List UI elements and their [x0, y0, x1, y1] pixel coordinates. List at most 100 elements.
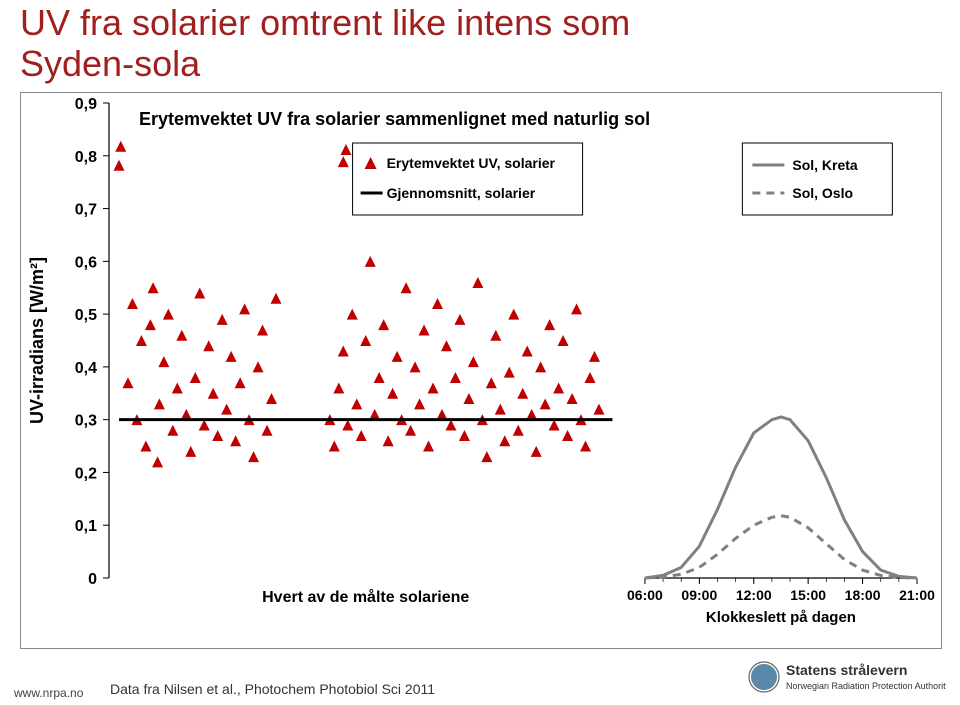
- svg-text:Norwegian Radiation Protection: Norwegian Radiation Protection Authority: [786, 681, 946, 691]
- solarium-point: [428, 383, 439, 394]
- solarium-point: [333, 383, 344, 394]
- solarium-point: [347, 309, 358, 320]
- y-axis-label: UV-irradians [W/m²]: [27, 257, 47, 424]
- solarium-point: [504, 367, 515, 378]
- solarium-point: [387, 388, 398, 399]
- legend-2-box: [742, 143, 892, 215]
- time-tick-label: 12:00: [736, 587, 772, 603]
- title-line-2: Syden-sola: [20, 43, 200, 84]
- solarium-point: [401, 282, 412, 293]
- solarium-point: [154, 398, 165, 409]
- solarium-point: [266, 393, 277, 404]
- solarium-point: [152, 456, 163, 467]
- solarium-point: [203, 340, 214, 351]
- solarium-point: [481, 451, 492, 462]
- solarium-point: [248, 451, 259, 462]
- solarium-point: [351, 398, 362, 409]
- solarium-point: [571, 303, 582, 314]
- legend-kreta-label: Sol, Kreta: [792, 157, 858, 173]
- solarium-point: [392, 351, 403, 362]
- solarium-point: [414, 398, 425, 409]
- solarium-point: [378, 319, 389, 330]
- solarium-point: [158, 356, 169, 367]
- solarium-point: [262, 425, 273, 436]
- solarium-point: [235, 377, 246, 388]
- solarium-point: [176, 330, 187, 341]
- solarium-point: [490, 330, 501, 341]
- solarium-point: [463, 393, 474, 404]
- y-tick-label: 0,8: [75, 149, 97, 166]
- solarium-point: [486, 377, 497, 388]
- solarium-point: [115, 141, 126, 152]
- solarium-point: [257, 324, 268, 335]
- solarium-point: [221, 404, 232, 415]
- solarium-point: [114, 160, 125, 171]
- oslo-curve: [645, 516, 917, 578]
- solarium-point: [517, 388, 528, 399]
- slide-title: UV fra solarier omtrent like intens som …: [20, 2, 630, 85]
- solarium-point: [340, 144, 351, 155]
- solarium-point: [127, 298, 138, 309]
- url-footer: www.nrpa.no: [14, 686, 83, 700]
- solarium-point: [217, 314, 228, 325]
- solarium-point: [593, 404, 604, 415]
- y-tick-label: 0,9: [75, 96, 97, 113]
- solarium-point: [239, 303, 250, 314]
- solarium-point: [253, 361, 264, 372]
- solarium-point: [522, 346, 533, 357]
- chart-frame: Erytemvektet UV fra solarier sammenligne…: [20, 92, 942, 649]
- solarium-point: [468, 356, 479, 367]
- legend-scatter-label: Erytemvektet UV, solarier: [387, 155, 556, 171]
- y-tick-label: 0,5: [75, 307, 97, 324]
- agency-logo: Statens strålevernNorwegian Radiation Pr…: [746, 657, 946, 697]
- solarium-point: [185, 446, 196, 457]
- solarium-point: [553, 383, 564, 394]
- solarium-point: [226, 351, 237, 362]
- solarium-point: [329, 441, 340, 452]
- time-tick-label: 15:00: [790, 587, 826, 603]
- solarium-point: [172, 383, 183, 394]
- time-tick-label: 06:00: [627, 587, 663, 603]
- legend-mean-label: Gjennomsnitt, solarier: [387, 185, 536, 201]
- solarium-point: [459, 430, 470, 441]
- y-tick-label: 0,3: [75, 413, 97, 430]
- solarium-point: [562, 430, 573, 441]
- solarium-point: [271, 293, 282, 304]
- solarium-point: [531, 446, 542, 457]
- solarium-point: [374, 372, 385, 383]
- solarium-point: [589, 351, 600, 362]
- solarium-point: [535, 361, 546, 372]
- time-tick-label: 18:00: [845, 587, 881, 603]
- solarium-point: [230, 435, 241, 446]
- solarium-point: [544, 319, 555, 330]
- solarium-point: [383, 435, 394, 446]
- solarium-point: [472, 277, 483, 288]
- y-tick-label: 0,6: [75, 254, 97, 271]
- solarium-point: [513, 425, 524, 436]
- solarium-point: [423, 441, 434, 452]
- solarium-point: [410, 361, 421, 372]
- solarium-point: [540, 398, 551, 409]
- solarium-point: [167, 425, 178, 436]
- solarium-point: [338, 346, 349, 357]
- solarium-point: [194, 288, 205, 299]
- solarium-point: [419, 324, 430, 335]
- solarium-point: [585, 372, 596, 383]
- solarium-point: [163, 309, 174, 320]
- source-footer: Data fra Nilsen et al., Photochem Photob…: [110, 681, 435, 697]
- solarium-point: [148, 282, 159, 293]
- solarium-point: [558, 335, 569, 346]
- solarium-point: [495, 404, 506, 415]
- legend-1-box: [353, 143, 583, 215]
- solarium-point: [208, 388, 219, 399]
- solarium-point: [122, 377, 133, 388]
- solarium-point: [356, 430, 367, 441]
- time-tick-label: 09:00: [681, 587, 717, 603]
- y-tick-label: 0: [88, 571, 97, 588]
- solarium-point: [338, 156, 349, 167]
- solarium-point: [136, 335, 147, 346]
- legend-oslo-label: Sol, Oslo: [792, 185, 853, 201]
- solarium-point: [365, 256, 376, 267]
- chart-title: Erytemvektet UV fra solarier sammenligne…: [139, 109, 650, 129]
- kreta-curve: [645, 417, 917, 578]
